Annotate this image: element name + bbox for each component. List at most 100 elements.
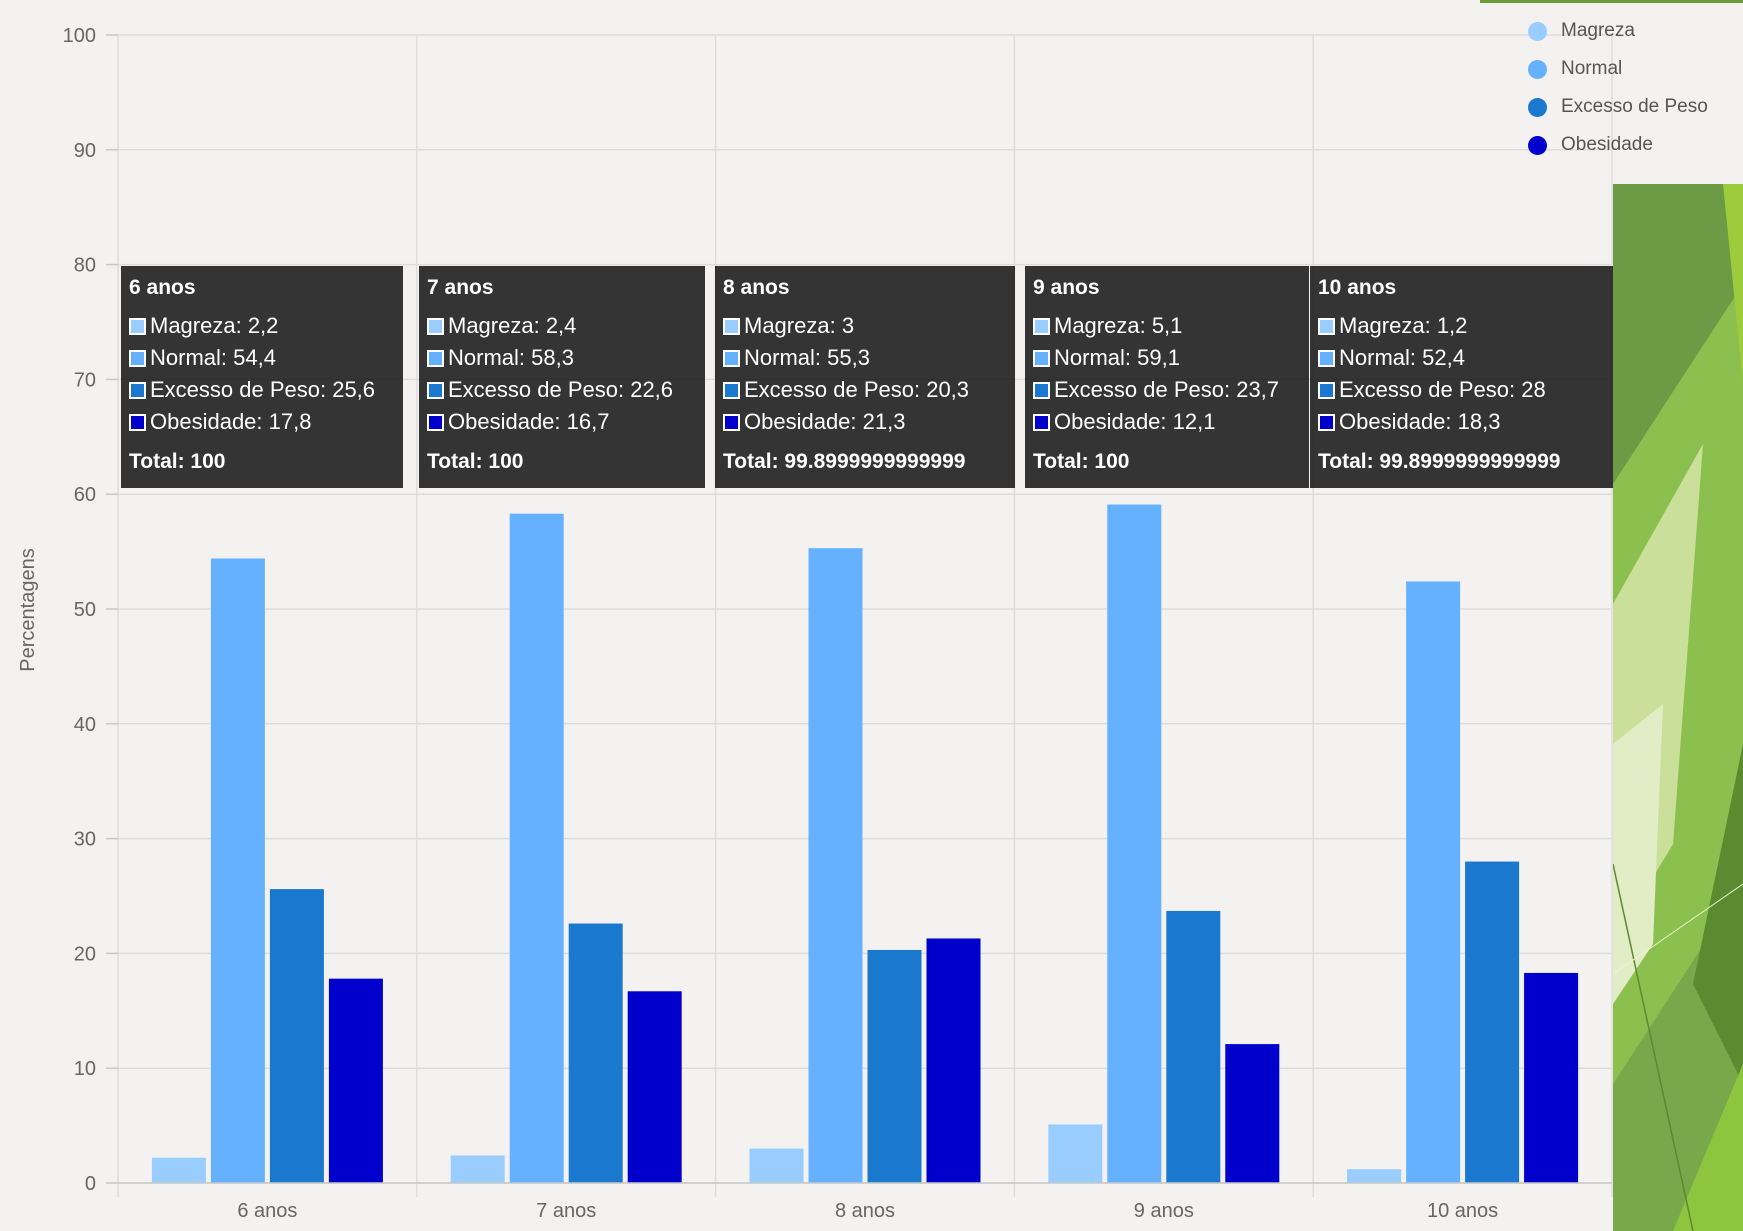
- y-tick-label: 90: [74, 140, 96, 162]
- tooltip-swatch-icon: [427, 317, 444, 335]
- tooltip-swatch-icon: [1033, 413, 1050, 431]
- tooltip-row: Magreza: 1,2: [1318, 310, 1605, 342]
- tooltip-row-text: Normal: 55,3: [744, 345, 870, 370]
- x-tick-label: 6 anos: [237, 1200, 297, 1222]
- tooltip-swatch-icon: [1318, 413, 1335, 431]
- tooltip-row: Excesso de Peso: 23,7: [1033, 374, 1301, 406]
- tooltip-total: Total: 100: [427, 450, 524, 473]
- tooltip-swatch-icon: [1318, 349, 1335, 367]
- bar-excesso-de-peso: [568, 923, 623, 1183]
- tooltip-row: Excesso de Peso: 28: [1318, 374, 1605, 406]
- tooltip-row-text: Excesso de Peso: 22,6: [448, 377, 674, 402]
- bar-obesidade: [1524, 972, 1579, 1183]
- tooltip-row-text: Normal: 59,1: [1054, 345, 1180, 370]
- tooltip-row-text: Magreza: 5,1: [1054, 313, 1183, 338]
- tooltip-row: Obesidade: 16,7: [427, 406, 697, 438]
- tooltip-row: Obesidade: 12,1: [1033, 406, 1301, 438]
- bar-normal: [210, 558, 265, 1183]
- tooltip-swatch-icon: [129, 413, 146, 431]
- tooltip-row-text: Magreza: 2,4: [448, 313, 577, 338]
- y-tick-label: 10: [74, 1058, 96, 1080]
- tooltip-swatch-icon: [129, 349, 146, 367]
- tooltip-title: 7 anos: [427, 276, 494, 299]
- legend-item-obesidade[interactable]: Obesidade: [1528, 126, 1708, 164]
- x-tick-label: 7 anos: [536, 1200, 596, 1222]
- y-tick-label: 40: [74, 714, 96, 736]
- tooltip-total: Total: 99.8999999999999: [723, 450, 966, 473]
- legend-label: Normal: [1561, 58, 1623, 79]
- y-tick-label: 20: [74, 943, 96, 965]
- y-tick-label: 60: [74, 484, 96, 506]
- tooltip-row: Normal: 59,1: [1033, 342, 1301, 374]
- bar-magreza: [151, 1157, 206, 1183]
- tooltip-total: Total: 100: [1033, 450, 1130, 473]
- tooltip-10-anos: 10 anos Magreza: 1,2 Normal: 52,4 Excesso d…: [1310, 266, 1613, 488]
- tooltip-swatch-icon: [723, 317, 740, 335]
- legend-swatch-icon: [1528, 21, 1547, 41]
- bar-obesidade: [328, 978, 383, 1183]
- tooltip-swatch-icon: [723, 349, 740, 367]
- x-tick-label: 8 anos: [835, 1200, 895, 1222]
- tooltip-row: Normal: 54,4: [129, 342, 395, 374]
- tooltip-row-text: Excesso de Peso: 28: [1339, 377, 1546, 402]
- tooltip-title: 8 anos: [723, 276, 790, 299]
- tooltip-swatch-icon: [427, 381, 444, 399]
- tooltip-swatch-icon: [723, 413, 740, 431]
- y-tick-label: 80: [74, 255, 96, 277]
- grid-lines: [117, 34, 1613, 1197]
- tooltip-row: Excesso de Peso: 22,6: [427, 374, 697, 406]
- tooltip-row-text: Normal: 58,3: [448, 345, 574, 370]
- bar-normal: [509, 513, 564, 1183]
- legend-label: Obesidade: [1561, 134, 1653, 155]
- legend-label: Magreza: [1561, 20, 1635, 41]
- bar-excesso-de-peso: [1465, 861, 1520, 1183]
- bar-obesidade: [627, 991, 682, 1183]
- legend-item-excesso-de-peso[interactable]: Excesso de Peso: [1528, 88, 1708, 126]
- tooltip-row: Magreza: 3: [723, 310, 1007, 342]
- tooltip-row: Normal: 58,3: [427, 342, 697, 374]
- bar-excesso-de-peso: [867, 949, 922, 1183]
- tooltip-row-text: Obesidade: 12,1: [1054, 409, 1216, 434]
- tooltip-row: Obesidade: 18,3: [1318, 406, 1605, 438]
- tooltip-swatch-icon: [1033, 317, 1050, 335]
- y-tick-label: 0: [85, 1173, 96, 1195]
- legend-swatch-icon: [1528, 59, 1547, 79]
- tooltip-total: Total: 100: [129, 450, 226, 473]
- tooltip-row: Normal: 52,4: [1318, 342, 1605, 374]
- tooltip-row-text: Magreza: 3: [744, 313, 855, 338]
- tooltip-swatch-icon: [1033, 349, 1050, 367]
- tooltip-title: 6 anos: [129, 276, 196, 299]
- bars: [151, 504, 1579, 1184]
- tooltip-row-text: Excesso de Peso: 20,3: [744, 377, 970, 402]
- tooltip-swatch-icon: [129, 317, 146, 335]
- tooltip-row-text: Obesidade: 17,8: [150, 409, 312, 434]
- legend-swatch-icon: [1528, 97, 1547, 117]
- decorative-background-shapes: [1613, 184, 1743, 1231]
- top-decorative-strip: [1480, 0, 1743, 3]
- tooltip-swatch-icon: [1033, 381, 1050, 399]
- tooltip-row-text: Obesidade: 16,7: [448, 409, 610, 434]
- bar-obesidade: [1225, 1044, 1280, 1183]
- legend-item-magreza[interactable]: Magreza: [1528, 12, 1708, 50]
- bar-magreza: [749, 1148, 804, 1183]
- legend-item-normal[interactable]: Normal: [1528, 50, 1708, 88]
- tooltip-row-text: Magreza: 2,2: [150, 313, 279, 338]
- y-tick-label: 50: [74, 599, 96, 621]
- tooltip-8-anos: 8 anos Magreza: 3 Normal: 55,3 Excesso de P…: [715, 266, 1015, 488]
- bar-magreza: [1048, 1124, 1103, 1183]
- tooltip-row-text: Magreza: 1,2: [1339, 313, 1468, 338]
- x-tick-label: 10 anos: [1427, 1200, 1498, 1222]
- tooltip-row-text: Excesso de Peso: 25,6: [150, 377, 376, 402]
- bar-excesso-de-peso: [269, 889, 324, 1183]
- tooltip-swatch-icon: [427, 349, 444, 367]
- tooltip-row: Normal: 55,3: [723, 342, 1007, 374]
- tooltip-7-anos: 7 anos Magreza: 2,4 Normal: 58,3 Excesso de…: [419, 266, 705, 488]
- tooltip-row-text: Normal: 54,4: [150, 345, 276, 370]
- y-tick-label: 100: [63, 25, 96, 47]
- tooltip-swatch-icon: [1318, 381, 1335, 399]
- legend-label: Excesso de Peso: [1561, 96, 1708, 117]
- tooltip-swatch-icon: [723, 381, 740, 399]
- tooltip-row-text: Obesidade: 21,3: [744, 409, 906, 434]
- tooltip-row-text: Normal: 52,4: [1339, 345, 1465, 370]
